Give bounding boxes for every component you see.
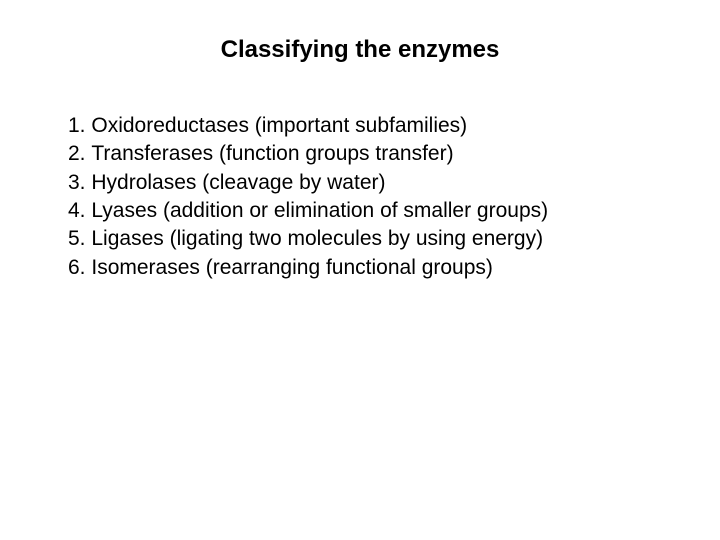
list-item: 2. Transferases (function groups transfe… xyxy=(68,140,660,168)
slide: Classifying the enzymes 1. Oxidoreductas… xyxy=(0,0,720,540)
list-text: Oxidoreductases (important subfamilies) xyxy=(91,112,467,140)
list-text: Isomerases (rearranging functional group… xyxy=(91,254,493,282)
list-number: 6. xyxy=(68,254,91,282)
list-item: 6. Isomerases (rearranging functional gr… xyxy=(68,254,660,282)
list-number: 2. xyxy=(68,140,91,168)
list-number: 1. xyxy=(68,112,91,140)
list-text: Ligases (ligating two molecules by using… xyxy=(91,225,543,253)
enzyme-list: 1. Oxidoreductases (important subfamilie… xyxy=(68,112,660,282)
list-text: Hydrolases (cleavage by water) xyxy=(91,169,385,197)
list-item: 5. Ligases (ligating two molecules by us… xyxy=(68,225,660,253)
slide-title: Classifying the enzymes xyxy=(60,36,660,64)
list-number: 3. xyxy=(68,169,91,197)
list-number: 5. xyxy=(68,225,91,253)
list-text: Lyases (addition or elimination of small… xyxy=(91,197,548,225)
list-text: Transferases (function groups transfer) xyxy=(91,140,453,168)
list-item: 4. Lyases (addition or elimination of sm… xyxy=(68,197,660,225)
list-number: 4. xyxy=(68,197,91,225)
list-item: 3. Hydrolases (cleavage by water) xyxy=(68,169,660,197)
list-item: 1. Oxidoreductases (important subfamilie… xyxy=(68,112,660,140)
